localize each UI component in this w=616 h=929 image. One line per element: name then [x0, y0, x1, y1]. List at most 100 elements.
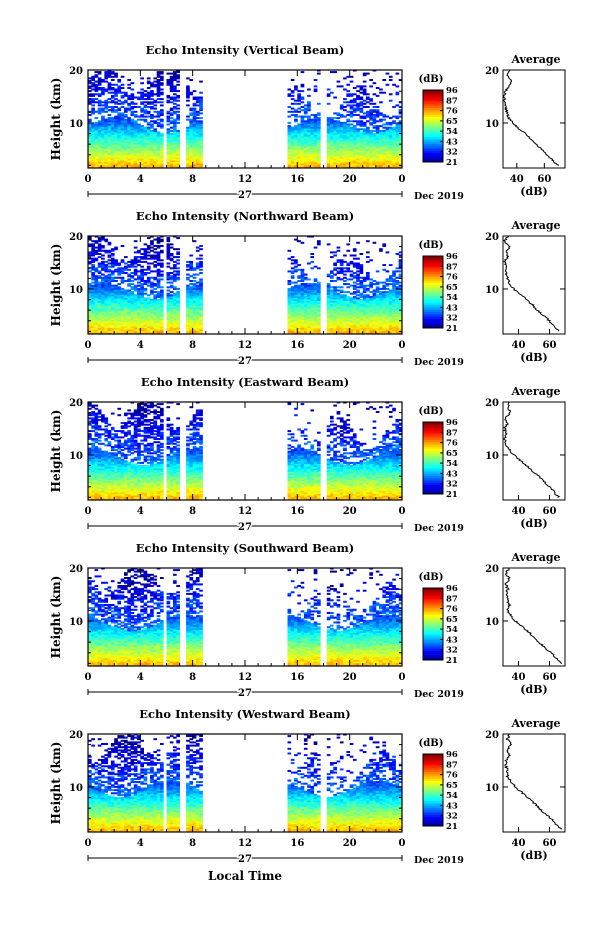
heatmap-cell [150, 164, 154, 167]
heatmap-cell [97, 307, 102, 309]
heatmap-cell [382, 91, 387, 94]
heatmap-cell [150, 107, 154, 110]
heatmap-cell [94, 101, 99, 104]
heatmap-cell [97, 292, 102, 295]
heatmap-cell [356, 289, 360, 292]
heatmap-cell [395, 147, 400, 150]
heatmap-cell [146, 322, 151, 325]
heatmap-cell [192, 123, 197, 126]
heatmap-cell [97, 314, 102, 317]
heatmap-cell [107, 109, 112, 112]
heatmap-cell [330, 134, 334, 137]
heatmap-cell [382, 131, 387, 134]
heatmap-cell [104, 88, 109, 91]
heatmap-cell [336, 163, 341, 166]
heatmap-cell [366, 313, 370, 316]
heatmap-cell [169, 295, 174, 298]
heatmap-cell [352, 134, 357, 137]
heatmap-cell [287, 137, 292, 140]
heatmap-cell [176, 80, 180, 83]
heatmap-cell [352, 144, 357, 147]
heatmap-cell [133, 326, 138, 329]
heatmap-cell [294, 144, 298, 147]
heatmap-cell [366, 155, 370, 158]
heatmap-cell [359, 281, 364, 284]
heatmap-cell [195, 158, 200, 161]
heatmap-cell [317, 123, 321, 126]
heatmap-cell [349, 310, 354, 313]
heatmap-cell [169, 326, 174, 329]
heatmap-cell [398, 139, 403, 142]
heatmap-cell [317, 150, 321, 153]
heatmap-cell [114, 300, 118, 303]
heatmap-cell [101, 107, 105, 110]
heatmap-cell [192, 240, 197, 243]
heatmap-cell [195, 160, 200, 163]
heatmap-cell [352, 114, 357, 116]
heatmap-cell [310, 332, 315, 335]
heatmap-cell [372, 324, 377, 327]
heatmap-cell [336, 150, 341, 153]
heatmap-cell [140, 126, 144, 129]
heatmap-cell [127, 137, 131, 140]
heatmap-cell [195, 249, 200, 252]
heatmap-cell [307, 295, 311, 298]
heatmap-cell [127, 150, 131, 153]
heatmap-cell [385, 128, 390, 131]
heatmap-cell [140, 94, 144, 97]
heatmap-cell [173, 314, 177, 317]
heatmap-cell [349, 139, 354, 142]
heatmap-cell [369, 148, 373, 151]
heatmap-cell [317, 148, 321, 151]
heatmap-cell [114, 102, 118, 105]
heatmap-cell [140, 300, 144, 303]
heatmap-cell [346, 110, 351, 113]
heatmap-cell [130, 291, 135, 294]
heatmap-cell [160, 324, 164, 327]
heatmap-cell [379, 145, 383, 148]
heatmap-cell [349, 136, 354, 139]
heatmap-cell [97, 156, 102, 159]
heatmap-cell [88, 311, 92, 314]
heatmap-cell [91, 133, 95, 135]
heatmap-cell [166, 273, 171, 276]
heatmap-cell [166, 318, 171, 321]
heatmap-cell [310, 303, 315, 306]
heatmap-cell [173, 292, 177, 295]
heatmap-cell [146, 265, 151, 268]
heatmap-cell [385, 164, 390, 167]
heatmap-cell [366, 153, 370, 156]
heatmap-cell [120, 316, 125, 319]
heatmap-cell [104, 305, 109, 308]
heatmap-cell [366, 260, 370, 263]
heatmap-cell [124, 118, 128, 121]
heatmap-cell [294, 114, 298, 116]
heatmap-cell [169, 243, 174, 246]
heatmap-cell [303, 115, 308, 118]
heatmap-cell [127, 307, 131, 309]
heatmap-cell [130, 120, 135, 123]
heatmap-cell [339, 139, 344, 142]
heatmap-cell [97, 283, 102, 286]
heatmap-cell [91, 272, 95, 274]
heatmap-cell [326, 120, 331, 123]
heatmap-cell [173, 164, 177, 167]
heatmap-cell [133, 102, 138, 105]
heatmap-cell [189, 136, 194, 139]
heatmap-cell [300, 318, 305, 321]
heatmap-cell [120, 123, 125, 126]
heatmap-cell [372, 330, 377, 333]
heatmap-cell [140, 287, 144, 290]
heatmap-cell [333, 314, 337, 317]
heatmap-cell [173, 332, 177, 335]
heatmap-cell [290, 147, 295, 150]
heatmap-cell [189, 254, 194, 257]
heatmap-cell [382, 150, 387, 153]
heatmap-cell [133, 144, 138, 147]
heatmap-cell [336, 112, 341, 115]
heatmap-cell [153, 329, 158, 332]
heatmap-cell [294, 262, 298, 265]
heatmap-cell [169, 85, 174, 88]
heatmap-cell [199, 278, 203, 281]
heatmap-cell [143, 104, 148, 107]
